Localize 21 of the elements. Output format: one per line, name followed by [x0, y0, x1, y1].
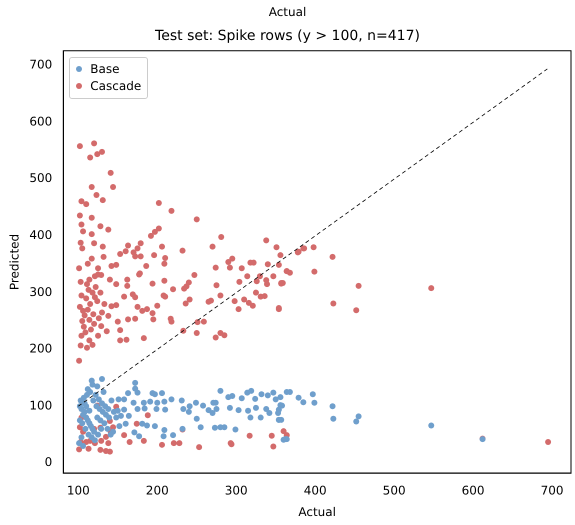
y-tick-label: 0 [44, 455, 52, 470]
chart-title: Test set: Spike rows (y > 100, n=417) [154, 28, 420, 44]
text: Actual [268, 5, 306, 19]
x-tick-label: 600 [462, 484, 485, 498]
x-tick-label: 300 [224, 484, 248, 498]
x-tick-label: 500 [382, 484, 406, 498]
y-tick-label: 300 [29, 284, 52, 299]
y-tick-label: 600 [29, 114, 52, 128]
y-tick-label: 200 [29, 342, 52, 356]
x-axis-title: Actual [298, 504, 336, 519]
y-tick-label: 700 [29, 58, 52, 72]
x-tick-label: 400 [304, 484, 327, 498]
y-tick-label: 100 [29, 398, 52, 412]
y-axis-title: Predicted [7, 234, 22, 290]
x-tick-label: 100 [66, 484, 90, 498]
legend-label: Cascade [90, 78, 142, 95]
y-tick-label: 400 [29, 228, 52, 242]
x-tick-label: 200 [146, 484, 169, 498]
legend-label: Base [90, 60, 120, 78]
y-tick-label: 500 [29, 171, 52, 186]
x-tick-label: 700 [540, 484, 564, 498]
